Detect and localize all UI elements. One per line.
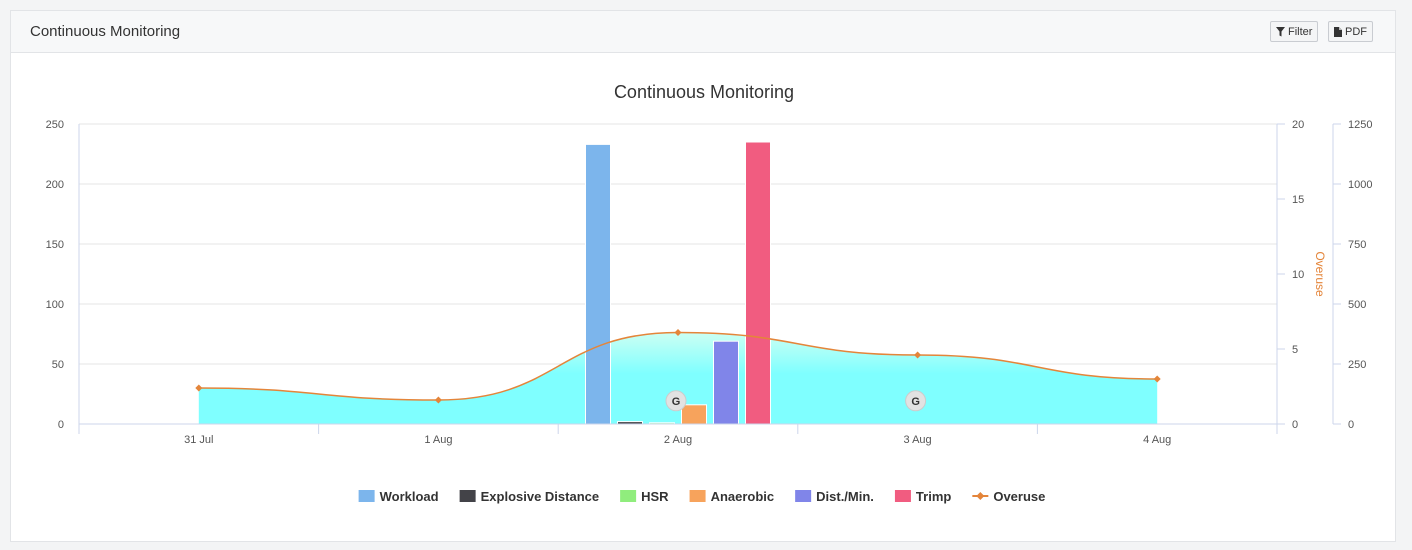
filter-icon [1276, 26, 1285, 36]
right-axis-tick-label: 750 [1348, 239, 1366, 251]
filter-button-label: Filter [1288, 25, 1313, 38]
left-axis-tick-label: 250 [46, 119, 64, 131]
legend-item-workload[interactable]: Workload [358, 489, 439, 504]
left-axis-tick-label: 0 [58, 419, 64, 431]
legend-label: HSR [641, 489, 669, 504]
overuse-point [1153, 375, 1161, 383]
right-axis-tick-label: 250 [1348, 359, 1366, 371]
overuse-point [674, 329, 682, 336]
pdf-button[interactable]: PDF [1328, 21, 1373, 42]
legend-swatch [620, 490, 637, 502]
bar-trimp [745, 141, 771, 425]
marker-label: G [672, 396, 681, 408]
marker-label: G [911, 396, 920, 408]
legend-swatch [459, 490, 476, 502]
overuse-axis-tick-label: 15 [1292, 194, 1304, 206]
marker-badge [665, 390, 687, 412]
legend-swatch [795, 490, 812, 502]
overuse-point [195, 384, 203, 392]
left-axis-tick-label: 50 [52, 359, 64, 371]
overuse-axis-tick-label: 0 [1292, 419, 1298, 431]
left-axis-tick-label: 100 [46, 299, 64, 311]
overuse-axis-tick-label: 5 [1292, 344, 1298, 356]
bar-anaerobic [681, 404, 707, 425]
panel-title: Continuous Monitoring [30, 23, 181, 40]
marker-badge [905, 390, 927, 412]
right-axis-tick-label: 1250 [1348, 119, 1372, 131]
chart-panel: Continuous Monitoring Filter PDF [10, 10, 1396, 542]
chart-title: Continuous Monitoring [614, 82, 794, 102]
x-axis-tick-label: 3 Aug [904, 434, 932, 446]
legend-label: Anaerobic [711, 489, 775, 504]
legend-swatch [358, 490, 375, 502]
right-axis-tick-label: 500 [1348, 299, 1366, 311]
legend-item-explosive-distance[interactable]: Explosive Distance [459, 489, 600, 504]
bar-workload [585, 143, 611, 425]
legend-item-trimp[interactable]: Trimp [894, 489, 951, 504]
pdf-button-label: PDF [1345, 25, 1367, 38]
file-icon [1334, 26, 1342, 37]
overuse-axis-tick-label: 20 [1292, 119, 1304, 131]
x-axis-tick-label: 31 Jul [184, 434, 213, 446]
grid-lines [79, 123, 1277, 365]
legend-label: Dist./Min. [816, 489, 874, 504]
legend-label: Trimp [916, 489, 951, 504]
legend-item-anaerobic[interactable]: Anaerobic [689, 489, 775, 504]
legend-item-hsr[interactable]: HSR [620, 489, 669, 504]
legend-label: Workload [380, 489, 439, 504]
left-axis-tick-label: 200 [46, 179, 64, 191]
bar-dist-min [713, 340, 739, 425]
bar-series [585, 141, 771, 425]
panel-header: Continuous Monitoring Filter PDF [11, 11, 1395, 53]
x-axis-tick-label: 1 Aug [424, 434, 452, 446]
legend-item-dist-min[interactable]: Dist./Min. [795, 489, 874, 504]
overuse-axis-tick-label: 10 [1292, 269, 1304, 281]
overuse-axis-title: Overuse [1313, 251, 1327, 297]
left-axis-tick-label: 150 [46, 239, 64, 251]
filter-button[interactable]: Filter [1270, 21, 1319, 42]
legend-swatch [894, 490, 911, 502]
legend[interactable]: Workload Explosive Distance HSR Anaerobic Di… [358, 489, 1046, 504]
x-axis-tick-label: 2 Aug [664, 434, 692, 446]
overuse-point [434, 396, 442, 404]
overuse-point [914, 351, 922, 359]
legend-swatch-marker [976, 492, 985, 500]
right-axis-tick-label: 1000 [1348, 179, 1372, 191]
legend-item-overuse[interactable]: Overuse [972, 489, 1045, 504]
axes: 0 50 100 150 200 250 0 5 10 15 20 Overuse 0 250 500 750… [46, 119, 1373, 446]
overuse-line [195, 329, 1161, 404]
legend-label: Explosive Distance [481, 489, 600, 504]
right-axis-tick-label: 0 [1348, 419, 1354, 431]
legend-swatch [689, 490, 706, 502]
x-axis-tick-label: 4 Aug [1143, 434, 1171, 446]
legend-label: Overuse [993, 489, 1045, 504]
